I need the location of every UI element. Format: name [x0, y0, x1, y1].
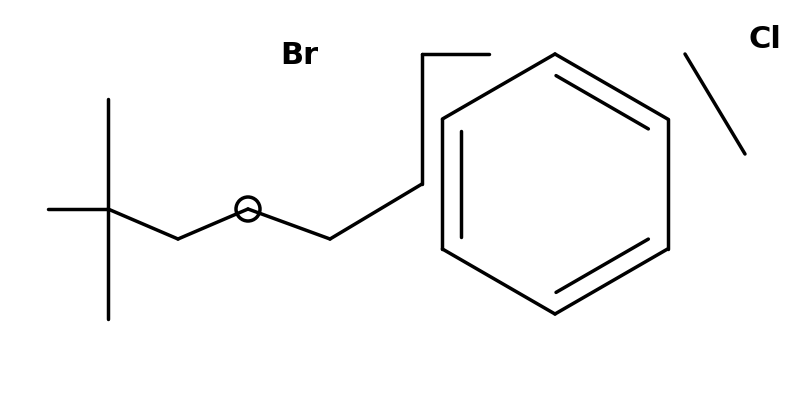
- Text: Br: Br: [280, 40, 318, 70]
- Text: Cl: Cl: [748, 25, 781, 54]
